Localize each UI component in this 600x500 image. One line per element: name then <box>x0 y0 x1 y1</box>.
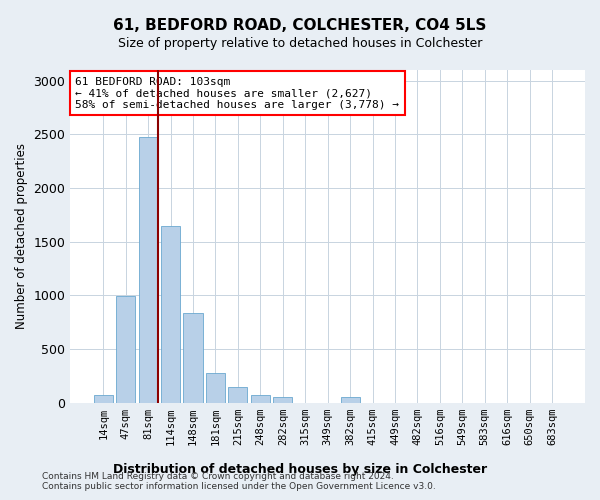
Text: 61, BEDFORD ROAD, COLCHESTER, CO4 5LS: 61, BEDFORD ROAD, COLCHESTER, CO4 5LS <box>113 18 487 32</box>
Text: Distribution of detached houses by size in Colchester: Distribution of detached houses by size … <box>113 462 487 475</box>
Bar <box>341 396 359 402</box>
Text: 61 BEDFORD ROAD: 103sqm
← 41% of detached houses are smaller (2,627)
58% of semi: 61 BEDFORD ROAD: 103sqm ← 41% of detache… <box>76 76 400 110</box>
Bar <box>116 296 135 403</box>
Text: Contains HM Land Registry data © Crown copyright and database right 2024.: Contains HM Land Registry data © Crown c… <box>42 472 394 481</box>
Bar <box>184 312 203 402</box>
Text: Contains public sector information licensed under the Open Government Licence v3: Contains public sector information licen… <box>42 482 436 491</box>
Bar <box>139 136 158 402</box>
Bar <box>273 398 292 402</box>
Bar <box>161 226 180 402</box>
Text: Size of property relative to detached houses in Colchester: Size of property relative to detached ho… <box>118 38 482 51</box>
Bar <box>229 387 247 402</box>
Bar <box>94 395 113 402</box>
Bar <box>206 372 225 402</box>
Bar <box>251 395 270 402</box>
Y-axis label: Number of detached properties: Number of detached properties <box>15 144 28 330</box>
